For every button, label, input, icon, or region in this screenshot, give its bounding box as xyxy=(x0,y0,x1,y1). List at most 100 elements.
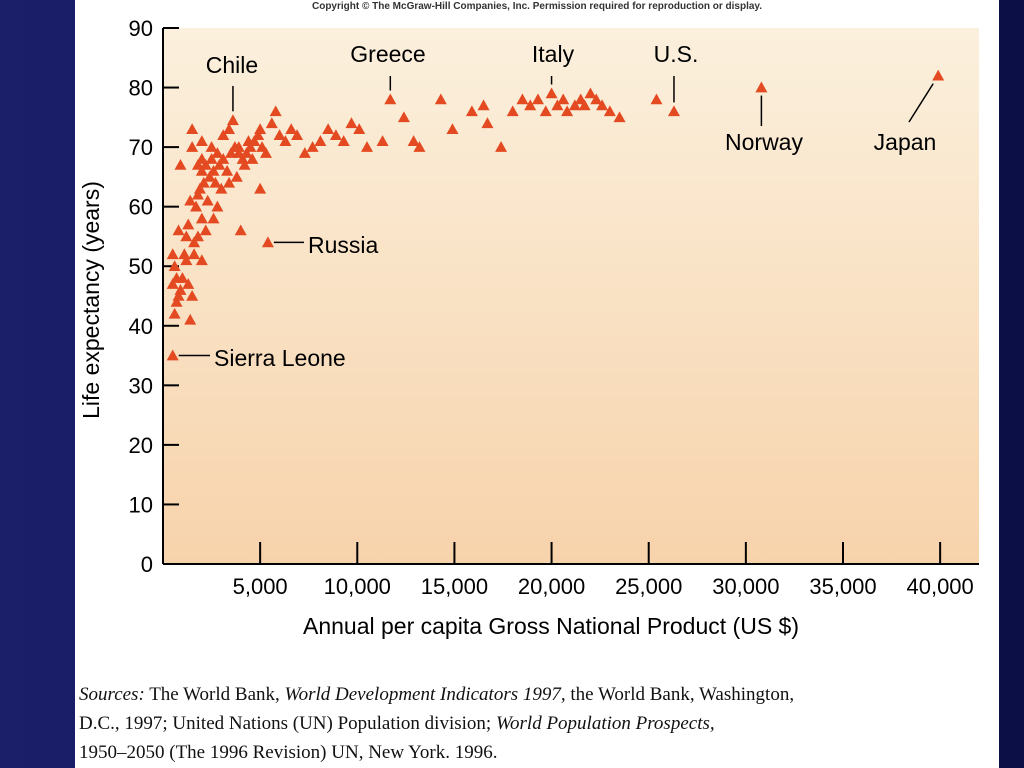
data-point xyxy=(265,117,278,129)
sources-text-segment: 1950–2050 (The 1996 Revision) UN, New Yo… xyxy=(79,742,498,763)
data-point xyxy=(407,135,420,146)
data-point xyxy=(193,182,206,194)
data-point xyxy=(465,105,478,117)
data-point xyxy=(191,158,204,170)
data-point xyxy=(184,194,197,206)
data-point xyxy=(603,105,616,117)
data-point xyxy=(397,111,410,123)
data-point xyxy=(345,117,358,129)
y-tick-label: 20 xyxy=(129,433,153,458)
data-point xyxy=(667,105,680,117)
data-point xyxy=(226,114,239,126)
data-point xyxy=(174,158,187,170)
data-point xyxy=(246,153,259,164)
data-point xyxy=(376,135,389,146)
data-point xyxy=(180,230,193,242)
data-point xyxy=(254,182,267,194)
x-axis-title: Annual per capita Gross National Product… xyxy=(303,613,799,639)
annotation-label: Japan xyxy=(874,129,937,155)
data-point xyxy=(176,272,189,283)
data-point xyxy=(254,123,267,135)
data-point xyxy=(495,141,508,152)
data-point xyxy=(199,158,212,170)
data-point xyxy=(168,307,181,319)
data-point xyxy=(191,188,204,200)
data-point xyxy=(234,224,247,236)
annotations: Chile Greece Italy U.S. Norway Japan Russia Sie… xyxy=(178,41,937,371)
data-point xyxy=(384,93,397,105)
data-point xyxy=(244,141,257,152)
data-point xyxy=(314,135,327,146)
data-point xyxy=(291,129,304,140)
data-point xyxy=(223,123,236,135)
slide-page: Copyright © The McGraw-Hill Companies, I… xyxy=(75,0,999,768)
data-point xyxy=(211,200,224,212)
y-tick-label: 40 xyxy=(129,314,153,339)
sources-text-segment: The World Bank, xyxy=(144,684,285,705)
data-point xyxy=(584,87,597,99)
annotation-label: Russia xyxy=(308,232,379,258)
data-point xyxy=(190,200,203,212)
data-point xyxy=(531,93,544,105)
data-point xyxy=(329,129,342,140)
data-point xyxy=(238,158,251,170)
sources-line-1: Sources: The World Bank, World Developme… xyxy=(79,680,995,709)
y-tick-label: 50 xyxy=(129,254,153,279)
sources-line-3: 1950–2050 (The 1996 Revision) UN, New Yo… xyxy=(79,738,995,767)
data-point xyxy=(261,236,274,248)
data-point xyxy=(188,248,201,260)
data-point xyxy=(209,176,222,188)
data-point xyxy=(434,93,447,105)
data-point xyxy=(166,248,179,260)
data-point xyxy=(590,93,603,105)
data-point xyxy=(166,349,179,361)
data-point xyxy=(578,99,591,111)
data-point xyxy=(755,81,768,93)
sources-footnote: Sources: The World Bank, World Developme… xyxy=(79,680,995,767)
y-axis-title: Life expectancy (years) xyxy=(78,181,104,419)
data-point xyxy=(273,129,286,140)
data-point xyxy=(191,230,204,242)
x-tick-label: 20,000 xyxy=(518,574,585,599)
x-tick-label: 15,000 xyxy=(421,574,488,599)
data-point xyxy=(166,278,179,289)
data-point xyxy=(269,105,282,117)
data-point xyxy=(232,141,245,152)
y-tick-label: 60 xyxy=(129,195,153,220)
y-tick-label: 0 xyxy=(141,552,153,577)
data-point xyxy=(168,260,181,272)
data-points xyxy=(166,69,945,361)
data-point xyxy=(481,117,494,129)
y-axis: 0 10 20 30 40 50 60 70 80 90 xyxy=(129,16,179,577)
data-point xyxy=(568,99,581,111)
data-point xyxy=(205,141,218,152)
x-tick-label: 35,000 xyxy=(809,574,876,599)
data-point xyxy=(506,105,519,117)
data-point xyxy=(413,141,426,152)
data-point xyxy=(174,284,187,295)
annotation-label: Sierra Leone xyxy=(214,345,346,371)
data-point xyxy=(221,164,234,176)
data-point xyxy=(596,99,609,111)
data-point xyxy=(322,123,335,135)
data-point xyxy=(195,164,208,176)
sources-text-segment: Sources: xyxy=(79,684,145,705)
data-point xyxy=(207,164,220,176)
data-point xyxy=(230,170,243,182)
data-point xyxy=(195,254,208,266)
plot-area xyxy=(163,28,979,564)
data-point xyxy=(650,93,663,105)
sources-line-2: D.C., 1997; United Nations (UN) Populati… xyxy=(79,709,995,738)
data-point xyxy=(524,99,537,111)
x-tick-label: 30,000 xyxy=(712,574,779,599)
annotation-label: Greece xyxy=(350,41,425,67)
data-point xyxy=(279,135,292,146)
data-point xyxy=(285,123,298,135)
data-point xyxy=(172,290,185,301)
data-point xyxy=(186,141,199,152)
data-point xyxy=(201,194,214,206)
annotation-label: Italy xyxy=(532,41,575,67)
data-point xyxy=(184,313,197,325)
data-point xyxy=(223,176,236,188)
annotation-label: Norway xyxy=(725,129,803,155)
